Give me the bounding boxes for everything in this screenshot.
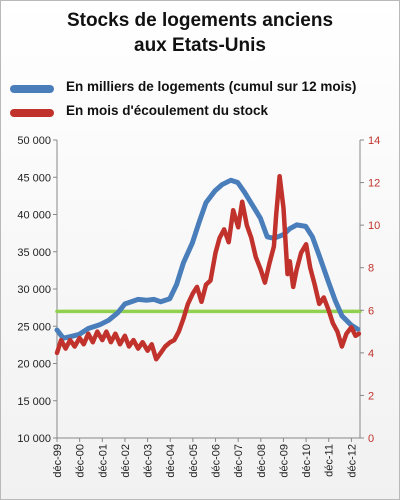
y-left-tick-label: 40 000 — [17, 210, 51, 222]
y-right-tick-label: 6 — [368, 305, 374, 317]
y-left-tick-label: 30 000 — [17, 284, 51, 296]
y-left-tick-label: 25 000 — [17, 321, 51, 333]
series-line-stock-count — [54, 177, 361, 341]
x-tick-label: déc-05 — [188, 444, 200, 478]
x-tick-label: déc-10 — [301, 444, 313, 478]
chart-title-line-1: Stocks de logements anciens — [66, 10, 334, 31]
y-right-tick-label: 14 — [368, 135, 380, 147]
legend-swatch-red — [10, 109, 54, 117]
y-right-tick-label: 2 — [368, 390, 374, 402]
x-tick-label: déc-04 — [165, 444, 177, 478]
x-tick-label: déc-06 — [211, 444, 223, 478]
y-left-tick-label: 10 000 — [17, 433, 51, 445]
y-left-tick-label: 15 000 — [17, 396, 51, 408]
legend-swatch-blue — [10, 85, 54, 93]
y-left-tick-label: 35 000 — [17, 247, 51, 259]
x-tick-label: déc-09 — [278, 444, 290, 478]
x-tick-label: déc-00 — [75, 444, 87, 478]
y-right-tick-label: 8 — [368, 263, 374, 275]
x-tick-label: déc-07 — [233, 444, 245, 478]
x-tick-label: déc-01 — [97, 444, 109, 478]
x-tick-label: déc-08 — [256, 444, 268, 478]
y-left-tick-label: 20 000 — [17, 359, 51, 371]
x-tick-label: déc-11 — [324, 444, 336, 477]
x-tick-label: déc-12 — [346, 444, 358, 478]
x-tick-label: déc-03 — [143, 444, 155, 478]
legend-label-stock-count: En milliers de logements (cumul sur 12 m… — [66, 79, 357, 94]
y-left-tick-label: 50 000 — [17, 135, 51, 147]
y-right-tick-label: 4 — [368, 348, 374, 360]
chart-title-line-2: aux Etats-Unis — [134, 35, 266, 56]
legend-label-months-supply: En mois d'écoulement du stock — [66, 103, 268, 118]
y-right-tick-label: 0 — [368, 433, 374, 445]
x-tick-label: déc-02 — [120, 444, 132, 478]
series-line-months-supply — [54, 173, 362, 362]
y-left-tick-label: 45 000 — [17, 172, 51, 184]
x-tick-label: déc-99 — [52, 444, 64, 478]
y-right-tick-label: 12 — [368, 178, 380, 190]
y-right-tick-label: 10 — [368, 220, 380, 232]
